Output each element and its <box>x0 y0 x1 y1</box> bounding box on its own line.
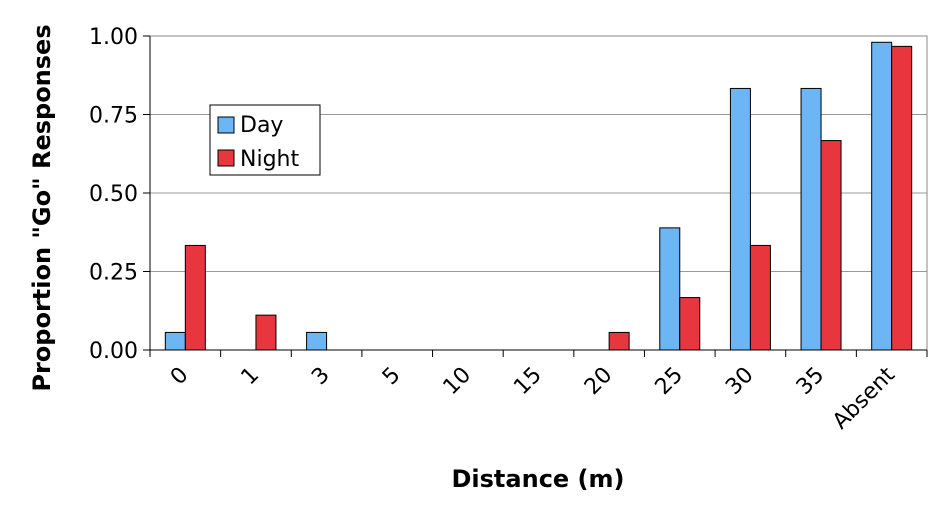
x-tick-label: 0 <box>166 363 194 391</box>
bar-night <box>255 314 277 351</box>
bar-day <box>729 87 751 351</box>
legend-swatch-day <box>217 116 235 134</box>
bar-day <box>164 331 186 351</box>
x-tick-label: 3 <box>307 363 335 391</box>
x-axis-title: Distance (m) <box>452 465 625 493</box>
bar-night <box>184 244 206 351</box>
bar-night <box>608 331 630 351</box>
x-tick-label: 10 <box>439 363 476 400</box>
bar-night <box>891 45 913 351</box>
bar-night <box>749 244 771 351</box>
y-tick-label: 0.00 <box>89 339 138 364</box>
x-tick-label: 25 <box>651 363 688 400</box>
bar-night <box>820 140 842 351</box>
legend-label-night: Night <box>240 147 299 172</box>
y-tick-label: 0.50 <box>89 182 138 207</box>
x-tick-label: 30 <box>721 363 758 400</box>
bar-day <box>871 41 893 351</box>
x-tick-label: 1 <box>237 363 265 391</box>
y-axis: 0.00 0.25 0.50 0.75 1.00 <box>89 25 151 364</box>
bar-day <box>800 87 822 351</box>
legend-swatch-night <box>217 149 235 167</box>
bar-day <box>306 331 328 351</box>
bar-day <box>659 227 681 351</box>
y-tick-label: 1.00 <box>89 25 138 50</box>
y-tick-label: 0.75 <box>89 104 138 129</box>
x-tick-label: 35 <box>792 363 829 400</box>
bar-night <box>679 297 701 351</box>
y-axis-title: Proportion "Go" Responses <box>28 24 56 391</box>
bars <box>164 41 913 351</box>
legend-label-day: Day <box>240 113 283 138</box>
x-tick-label: 15 <box>509 363 546 400</box>
y-tick-label: 0.25 <box>89 261 138 286</box>
x-tick-label: Absent <box>828 362 900 434</box>
x-tick-label: 5 <box>378 363 406 391</box>
legend: Day Night <box>209 104 321 176</box>
x-tick-label: 20 <box>580 363 617 400</box>
